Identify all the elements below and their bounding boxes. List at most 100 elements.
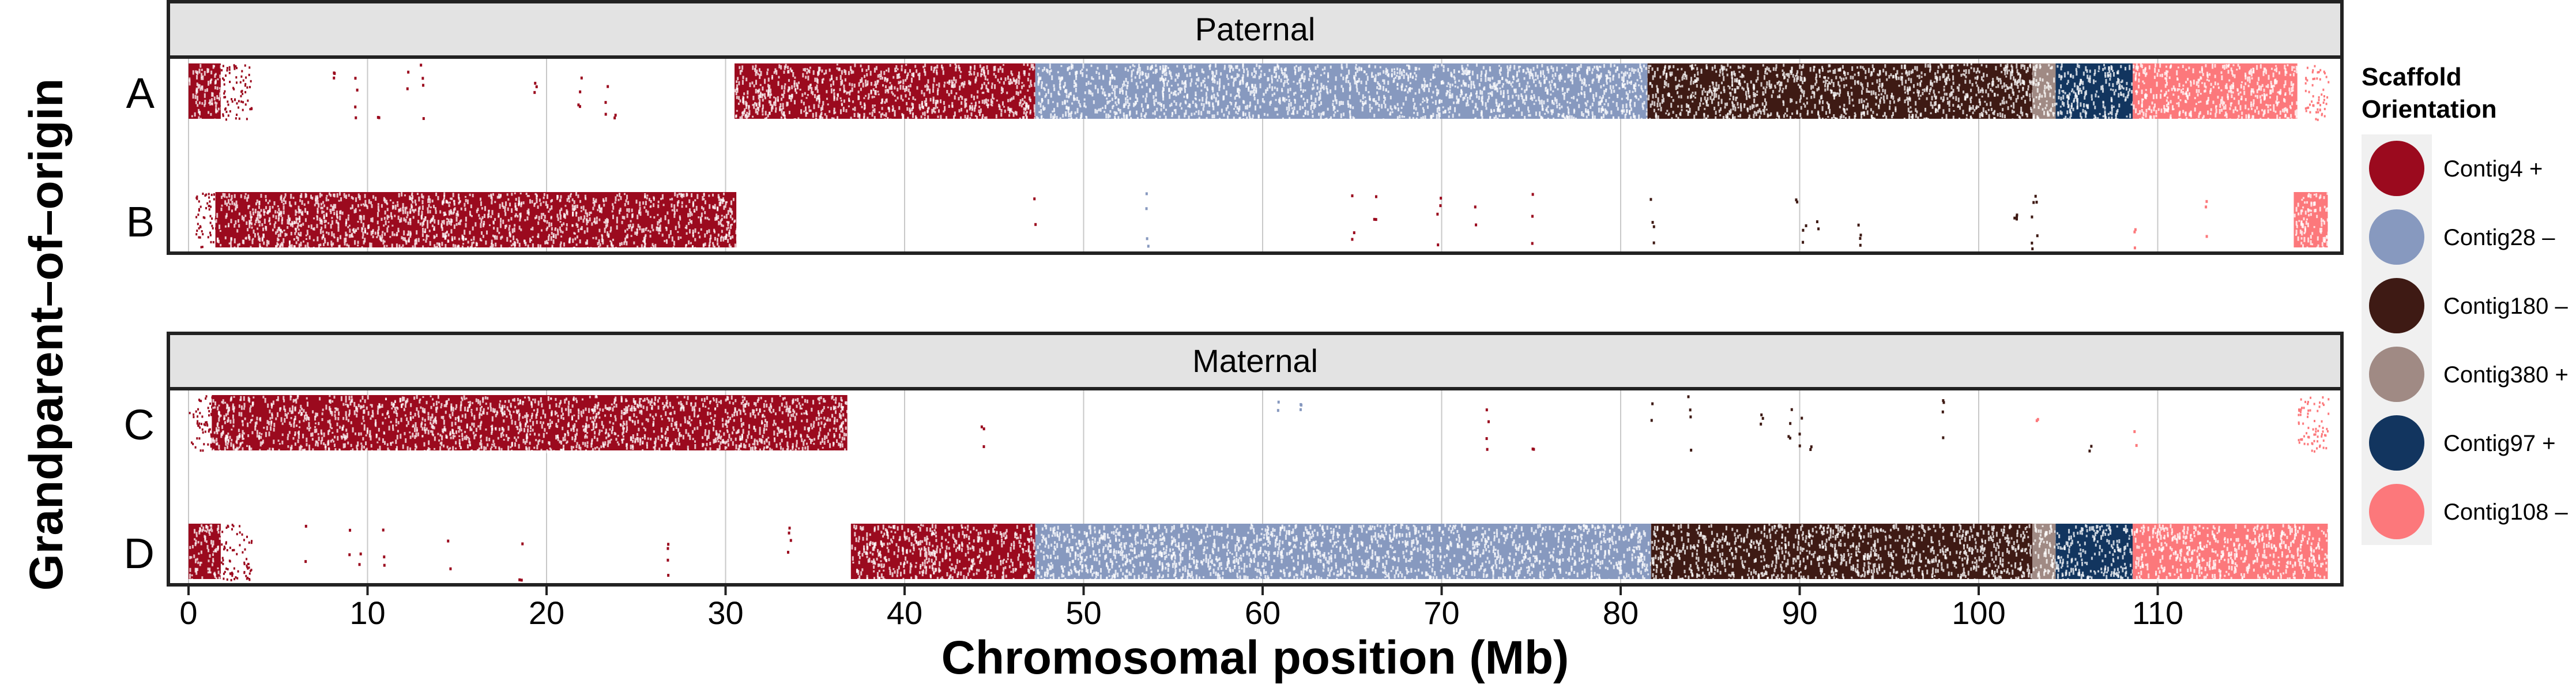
point-gap: [880, 113, 882, 118]
point-gap: [1910, 116, 1912, 118]
point: [246, 86, 248, 89]
point-gap: [1248, 105, 1251, 108]
point-gap: [2166, 104, 2168, 107]
point-gap: [1718, 110, 1720, 113]
point-gap: [1704, 91, 1707, 93]
point-gap: [1923, 88, 1926, 92]
point-gap: [1053, 84, 1055, 88]
point-gap: [895, 99, 897, 102]
point-gap: [1204, 77, 1206, 80]
point-gap: [632, 223, 634, 228]
point-gap: [1628, 68, 1630, 71]
point-gap: [746, 111, 748, 114]
point-gap: [1097, 67, 1099, 70]
point-gap: [2278, 71, 2280, 75]
point-gap: [219, 87, 221, 89]
point-gap: [1893, 74, 1895, 78]
point-gap: [1370, 107, 1373, 110]
point: [2309, 103, 2311, 106]
point-gap: [1922, 92, 1924, 96]
point-gap: [2185, 100, 2187, 103]
point-gap: [1623, 109, 1625, 113]
point: [578, 105, 581, 108]
point-gap: [1340, 73, 1342, 77]
point-gap: [2294, 110, 2296, 116]
point-gap: [1931, 82, 1934, 87]
point-gap: [1117, 98, 1120, 103]
point-gap: [1671, 72, 1673, 76]
point-gap: [1513, 76, 1515, 81]
point-gap: [1400, 89, 1403, 91]
point-gap: [833, 89, 835, 92]
point-gap: [1591, 71, 1594, 74]
point-gap: [1199, 99, 1201, 102]
point-gap: [2070, 113, 2072, 118]
point-gap: [1000, 108, 1003, 112]
point-gap: [1288, 99, 1290, 103]
point-gap: [769, 100, 771, 106]
point-gap: [744, 114, 747, 118]
point-gap: [1346, 74, 1349, 79]
point-gap: [2095, 93, 2097, 97]
point-gap: [1843, 77, 1845, 81]
point-gap: [1324, 66, 1326, 70]
point-gap: [2089, 69, 2091, 73]
point: [227, 114, 229, 117]
point-gap: [2139, 118, 2141, 123]
point-gap: [2073, 100, 2075, 103]
point-gap: [948, 93, 950, 96]
point-gap: [1214, 76, 1216, 78]
point-gap: [201, 102, 204, 105]
point-gap: [912, 103, 914, 108]
point-gap: [2136, 67, 2138, 71]
point-gap: [1598, 66, 1600, 68]
point-gap: [1540, 116, 1542, 119]
point-gap: [954, 63, 956, 66]
point: [533, 91, 536, 94]
point-gap: [1144, 73, 1147, 77]
point-gap: [970, 73, 973, 76]
point-gap: [491, 246, 493, 249]
point-gap: [2226, 87, 2228, 89]
point-gap: [1371, 72, 1373, 74]
point-gap: [1675, 85, 1677, 91]
point-gap: [1022, 116, 1024, 121]
point: [2322, 102, 2325, 104]
point-gap: [2136, 63, 2138, 69]
point-gap: [441, 220, 443, 224]
point-gap: [1587, 100, 1589, 103]
point-gap: [1454, 80, 1456, 84]
point-gap: [1458, 113, 1460, 116]
point-gap: [968, 71, 970, 73]
point-gap: [2048, 113, 2050, 117]
point-gap: [1527, 106, 1530, 111]
point-gap: [2010, 71, 2012, 76]
point: [354, 105, 357, 108]
point-gap: [1501, 77, 1504, 80]
point-gap: [453, 208, 455, 213]
point-gap: [2145, 89, 2147, 91]
point: [2317, 71, 2319, 74]
point-gap: [2288, 87, 2291, 92]
point-gap: [1479, 89, 1482, 95]
point-gap: [1142, 72, 1144, 75]
point-gap: [1027, 105, 1030, 110]
point-gap: [1652, 75, 1654, 80]
point-gap: [616, 216, 618, 221]
point-gap: [1718, 84, 1720, 89]
point-gap: [1507, 72, 1509, 78]
point-gap: [1269, 101, 1271, 106]
point-gap: [1772, 67, 1775, 71]
point-gap: [1461, 65, 1463, 70]
point-gap: [2256, 106, 2258, 110]
point-gap: [1557, 113, 1560, 118]
point-gap: [208, 81, 210, 86]
point-gap: [1535, 111, 1537, 116]
point-gap: [809, 84, 812, 87]
point-gap: [2067, 118, 2069, 121]
point-gap: [1908, 114, 1910, 119]
point-gap: [1870, 108, 1872, 111]
point-gap: [2164, 72, 2166, 76]
point-gap: [1621, 97, 1623, 100]
point-gap: [2264, 109, 2266, 114]
